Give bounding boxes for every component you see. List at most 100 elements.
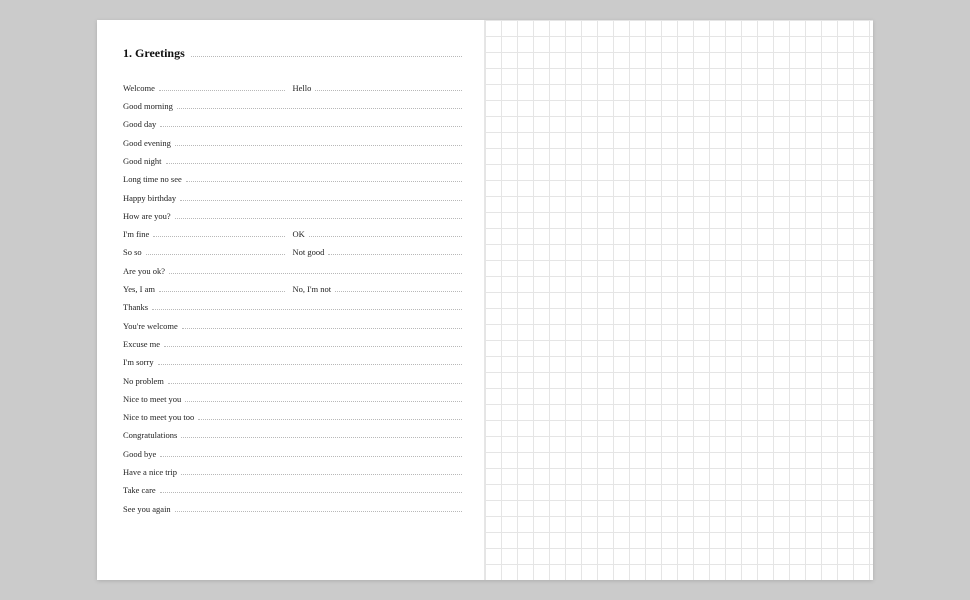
right-page-grid [485, 20, 873, 580]
phrase-row: Yes, I am No, I'm not [123, 282, 462, 294]
phrase-term: Congratulations [123, 430, 181, 440]
phrase-cell: Good night [123, 154, 462, 166]
phrase-term: Take care [123, 485, 160, 495]
leader-line [160, 484, 462, 494]
phrase-row: Thanks [123, 301, 462, 313]
leader-line [159, 81, 285, 91]
phrase-term: Nice to meet you too [123, 412, 198, 422]
phrase-term: Good evening [123, 138, 175, 148]
phrase-row: Good day [123, 118, 462, 130]
phrase-cell: So so [123, 246, 293, 258]
phrase-term: Excuse me [123, 339, 164, 349]
phrase-term: Hello [293, 83, 316, 93]
phrase-term: No, I'm not [293, 284, 336, 294]
leader-line [160, 447, 462, 457]
phrase-row: WelcomeHello [123, 81, 462, 93]
phrase-cell: Welcome [123, 81, 293, 93]
phrase-cell: No problem [123, 374, 462, 386]
page-spread: 1. Greetings WelcomeHello Good morning Goo… [97, 20, 873, 580]
leader-line [315, 81, 462, 91]
phrase-row: Good night [123, 154, 462, 166]
leader-line [198, 410, 462, 420]
phrase-cell: You're welcome [123, 319, 462, 331]
phrase-term: No problem [123, 376, 168, 386]
phrase-row: You're welcome [123, 319, 462, 331]
phrase-row: So so Not good [123, 246, 462, 258]
leader-line [158, 355, 462, 365]
phrase-cell: See you again [123, 502, 462, 514]
phrase-cell: Are you ok? [123, 264, 462, 276]
phrase-row: Nice to meet you too [123, 410, 462, 422]
phrase-cell: No, I'm not [293, 282, 463, 294]
leader-line [181, 429, 462, 439]
phrase-term: Not good [293, 247, 329, 257]
phrase-cell: Good bye [123, 447, 462, 459]
phrase-row: Nice to meet you [123, 392, 462, 404]
phrase-cell: How are you? [123, 209, 462, 221]
phrase-cell: Nice to meet you too [123, 410, 462, 422]
phrase-term: Good night [123, 156, 166, 166]
phrase-row: Take care [123, 484, 462, 496]
section-title: 1. Greetings [123, 46, 185, 61]
phrase-cell: Hello [293, 81, 463, 93]
leader-line [335, 282, 462, 292]
phrase-row: Long time no see [123, 172, 462, 184]
leader-line [182, 319, 462, 329]
leader-line [175, 502, 462, 512]
phrase-row: See you again [123, 502, 462, 514]
phrase-row: I'm fineOK [123, 227, 462, 239]
section-header: 1. Greetings [123, 46, 462, 67]
leader-line [166, 154, 463, 164]
phrase-cell: Thanks [123, 301, 462, 313]
leader-line [177, 99, 462, 109]
leader-line [180, 191, 462, 201]
leader-line [159, 282, 285, 292]
leader-line [169, 264, 462, 274]
phrase-cell: Yes, I am [123, 282, 293, 294]
phrase-term: Happy birthday [123, 193, 180, 203]
phrase-cell: Have a nice trip [123, 465, 462, 477]
phrase-cell: Congratulations [123, 429, 462, 441]
leader-line [186, 172, 462, 182]
phrase-term: Long time no see [123, 174, 186, 184]
phrase-term: I'm sorry [123, 357, 158, 367]
leader-line [146, 246, 285, 256]
phrase-row: Good evening [123, 136, 462, 148]
phrase-term: Good bye [123, 449, 160, 459]
phrase-term: Yes, I am [123, 284, 159, 294]
phrase-cell: Good morning [123, 99, 462, 111]
phrase-cell: OK [293, 227, 463, 239]
leader-line [175, 209, 462, 219]
phrase-cell: Good evening [123, 136, 462, 148]
leader-line [168, 374, 462, 384]
phrase-row: No problem [123, 374, 462, 386]
phrase-cell: Excuse me [123, 337, 462, 349]
phrase-term: Are you ok? [123, 266, 169, 276]
phrase-row: Have a nice trip [123, 465, 462, 477]
phrase-row: Good morning [123, 99, 462, 111]
phrase-list: WelcomeHello Good morning Good day Good eve… [123, 81, 462, 514]
leader-line [160, 118, 462, 128]
leader-line [153, 227, 284, 237]
phrase-row: Happy birthday [123, 191, 462, 203]
phrase-term: Nice to meet you [123, 394, 185, 404]
phrase-term: OK [293, 229, 309, 239]
phrase-term: Have a nice trip [123, 467, 181, 477]
phrase-term: Thanks [123, 302, 152, 312]
left-page: 1. Greetings WelcomeHello Good morning Goo… [97, 20, 485, 580]
phrase-cell: Good day [123, 118, 462, 130]
title-leader-line [191, 47, 462, 57]
phrase-row: Are you ok? [123, 264, 462, 276]
leader-line [175, 136, 462, 146]
phrase-term: See you again [123, 504, 175, 514]
leader-line [152, 301, 462, 311]
leader-line [328, 246, 462, 256]
phrase-cell: Not good [293, 246, 463, 258]
phrase-cell: Happy birthday [123, 191, 462, 203]
phrase-row: Excuse me [123, 337, 462, 349]
phrase-row: How are you? [123, 209, 462, 221]
phrase-term: So so [123, 247, 146, 257]
phrase-row: I'm sorry [123, 355, 462, 367]
phrase-term: Good morning [123, 101, 177, 111]
phrase-term: Good day [123, 119, 160, 129]
